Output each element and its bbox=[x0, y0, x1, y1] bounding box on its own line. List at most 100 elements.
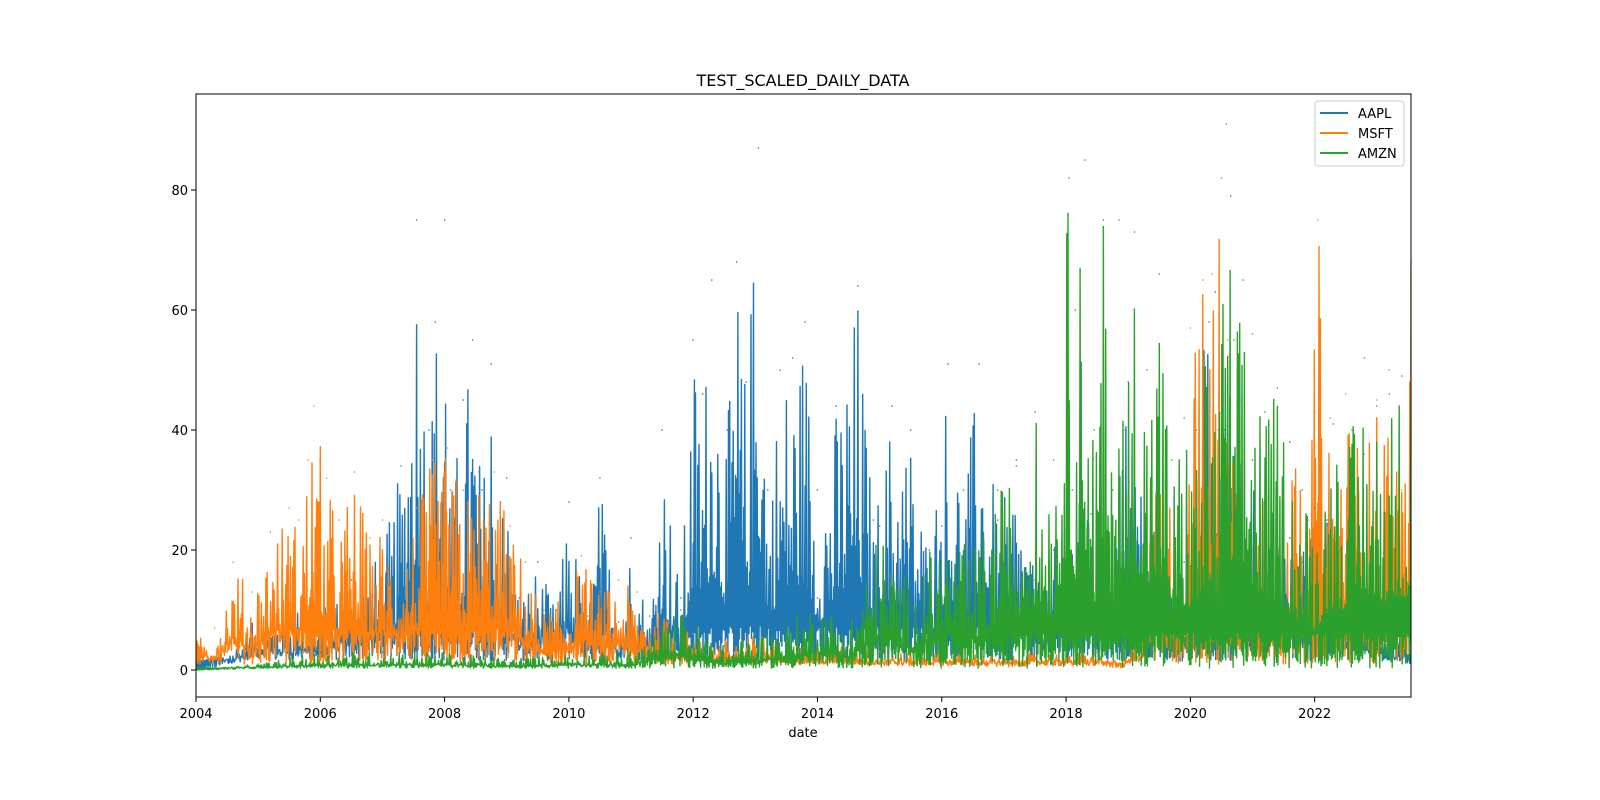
data-point-aapl bbox=[891, 405, 893, 407]
data-point-amzn bbox=[847, 621, 850, 623]
data-point-aapl bbox=[1071, 489, 1074, 491]
data-point-msft bbox=[338, 519, 340, 521]
data-point-msft bbox=[1096, 651, 1098, 653]
data-point-aapl bbox=[537, 561, 539, 563]
data-point-amzn bbox=[1363, 357, 1366, 359]
chart-title: TEST_SCALED_DAILY_DATA bbox=[696, 71, 910, 91]
data-point-msft bbox=[493, 471, 496, 473]
series-line-amzn bbox=[196, 212, 1411, 671]
data-point-amzn bbox=[443, 651, 446, 653]
data-point-aapl bbox=[1251, 459, 1254, 461]
data-point-msft bbox=[325, 477, 328, 479]
x-tick-label: 2022 bbox=[1298, 707, 1331, 722]
legend-label-msft: MSFT bbox=[1358, 127, 1393, 142]
data-point-amzn bbox=[1289, 441, 1291, 443]
data-point-aapl bbox=[434, 321, 437, 323]
data-point-aapl bbox=[835, 405, 837, 407]
data-point-amzn bbox=[1225, 123, 1228, 125]
data-point-aapl bbox=[1015, 459, 1018, 461]
data-point-aapl bbox=[779, 369, 781, 371]
data-point-amzn bbox=[1068, 177, 1070, 179]
data-point-amzn bbox=[1217, 429, 1220, 431]
data-point-msft bbox=[847, 645, 850, 647]
data-point-msft bbox=[1034, 651, 1036, 653]
data-point-aapl bbox=[617, 621, 620, 623]
x-tick-label: 2008 bbox=[428, 707, 461, 722]
data-point-aapl bbox=[978, 363, 980, 365]
data-point-amzn bbox=[568, 651, 570, 653]
plot-frame bbox=[195, 93, 1412, 698]
data-point-amzn bbox=[1208, 321, 1210, 323]
data-point-msft bbox=[269, 531, 272, 533]
y-tick-label: 80 bbox=[171, 184, 188, 199]
data-point-msft bbox=[297, 519, 300, 521]
data-point-amzn bbox=[816, 597, 819, 599]
data-point-aapl bbox=[661, 429, 663, 431]
data-point-amzn bbox=[1276, 387, 1279, 389]
data-point-aapl bbox=[996, 519, 999, 521]
data-point-aapl bbox=[630, 537, 632, 539]
data-point-aapl bbox=[857, 285, 859, 287]
data-point-aapl bbox=[816, 489, 819, 491]
data-point-msft bbox=[415, 507, 418, 509]
data-point-amzn bbox=[723, 645, 726, 647]
data-point-aapl bbox=[226, 651, 228, 653]
data-point-aapl bbox=[909, 429, 912, 431]
x-axis-label: date bbox=[788, 726, 817, 741]
data-point-msft bbox=[543, 609, 545, 611]
data-point-amzn bbox=[1400, 375, 1403, 377]
data-point-aapl bbox=[766, 489, 769, 491]
data-point-aapl bbox=[1326, 519, 1328, 521]
data-point-msft bbox=[400, 549, 402, 551]
data-point-aapl bbox=[872, 519, 875, 521]
data-point-aapl bbox=[586, 615, 589, 617]
data-point-amzn bbox=[1170, 459, 1173, 461]
data-point-aapl bbox=[350, 579, 353, 581]
data-point-amzn bbox=[381, 651, 384, 653]
data-point-msft bbox=[353, 471, 356, 473]
y-tick-label: 0 bbox=[180, 664, 188, 679]
data-point-msft bbox=[1388, 369, 1391, 371]
data-point-aapl bbox=[1229, 195, 1232, 197]
data-point-msft bbox=[636, 591, 639, 593]
data-point-amzn bbox=[1074, 309, 1077, 311]
data-point-aapl bbox=[450, 489, 452, 491]
data-point-msft bbox=[477, 471, 480, 473]
data-point-msft bbox=[692, 633, 694, 635]
data-point-amzn bbox=[1183, 417, 1185, 419]
data-point-msft bbox=[1376, 399, 1378, 401]
data-point-amzn bbox=[1301, 489, 1304, 491]
data-point-msft bbox=[1189, 327, 1192, 329]
data-point-amzn bbox=[1052, 459, 1055, 461]
data-point-msft bbox=[599, 591, 601, 593]
data-point-aapl bbox=[791, 357, 794, 359]
data-point-msft bbox=[1211, 273, 1213, 275]
data-point-msft bbox=[307, 459, 309, 461]
data-point-aapl bbox=[1183, 561, 1185, 563]
x-axis: 2004 2006 2008 2010 2012 2014 2016 2018 2020 2022 bbox=[179, 697, 1331, 722]
x-tick-label: 2016 bbox=[925, 707, 958, 722]
data-point-aapl bbox=[1127, 381, 1130, 383]
data-point-msft bbox=[381, 519, 384, 521]
data-point-amzn bbox=[630, 651, 632, 653]
data-point-aapl bbox=[490, 363, 493, 365]
data-point-msft bbox=[524, 561, 527, 563]
data-point-amzn bbox=[1118, 219, 1120, 221]
data-point-aapl bbox=[1052, 549, 1055, 551]
data-point-aapl bbox=[692, 339, 694, 341]
data-point-msft bbox=[655, 609, 657, 611]
data-point-msft bbox=[1363, 453, 1366, 455]
data-point-aapl bbox=[443, 219, 446, 221]
data-point-aapl bbox=[648, 615, 651, 617]
data-point-msft bbox=[1220, 177, 1223, 179]
data-point-msft bbox=[561, 597, 564, 599]
data-point-amzn bbox=[319, 651, 322, 653]
x-tick-label: 2018 bbox=[1050, 707, 1083, 722]
data-point-msft bbox=[446, 447, 449, 449]
data-point-aapl bbox=[1289, 537, 1291, 539]
x-tick-label: 2010 bbox=[552, 707, 585, 722]
legend-label-amzn: AMZN bbox=[1358, 147, 1397, 162]
data-point-msft bbox=[431, 459, 433, 461]
data-point-amzn bbox=[505, 657, 508, 659]
